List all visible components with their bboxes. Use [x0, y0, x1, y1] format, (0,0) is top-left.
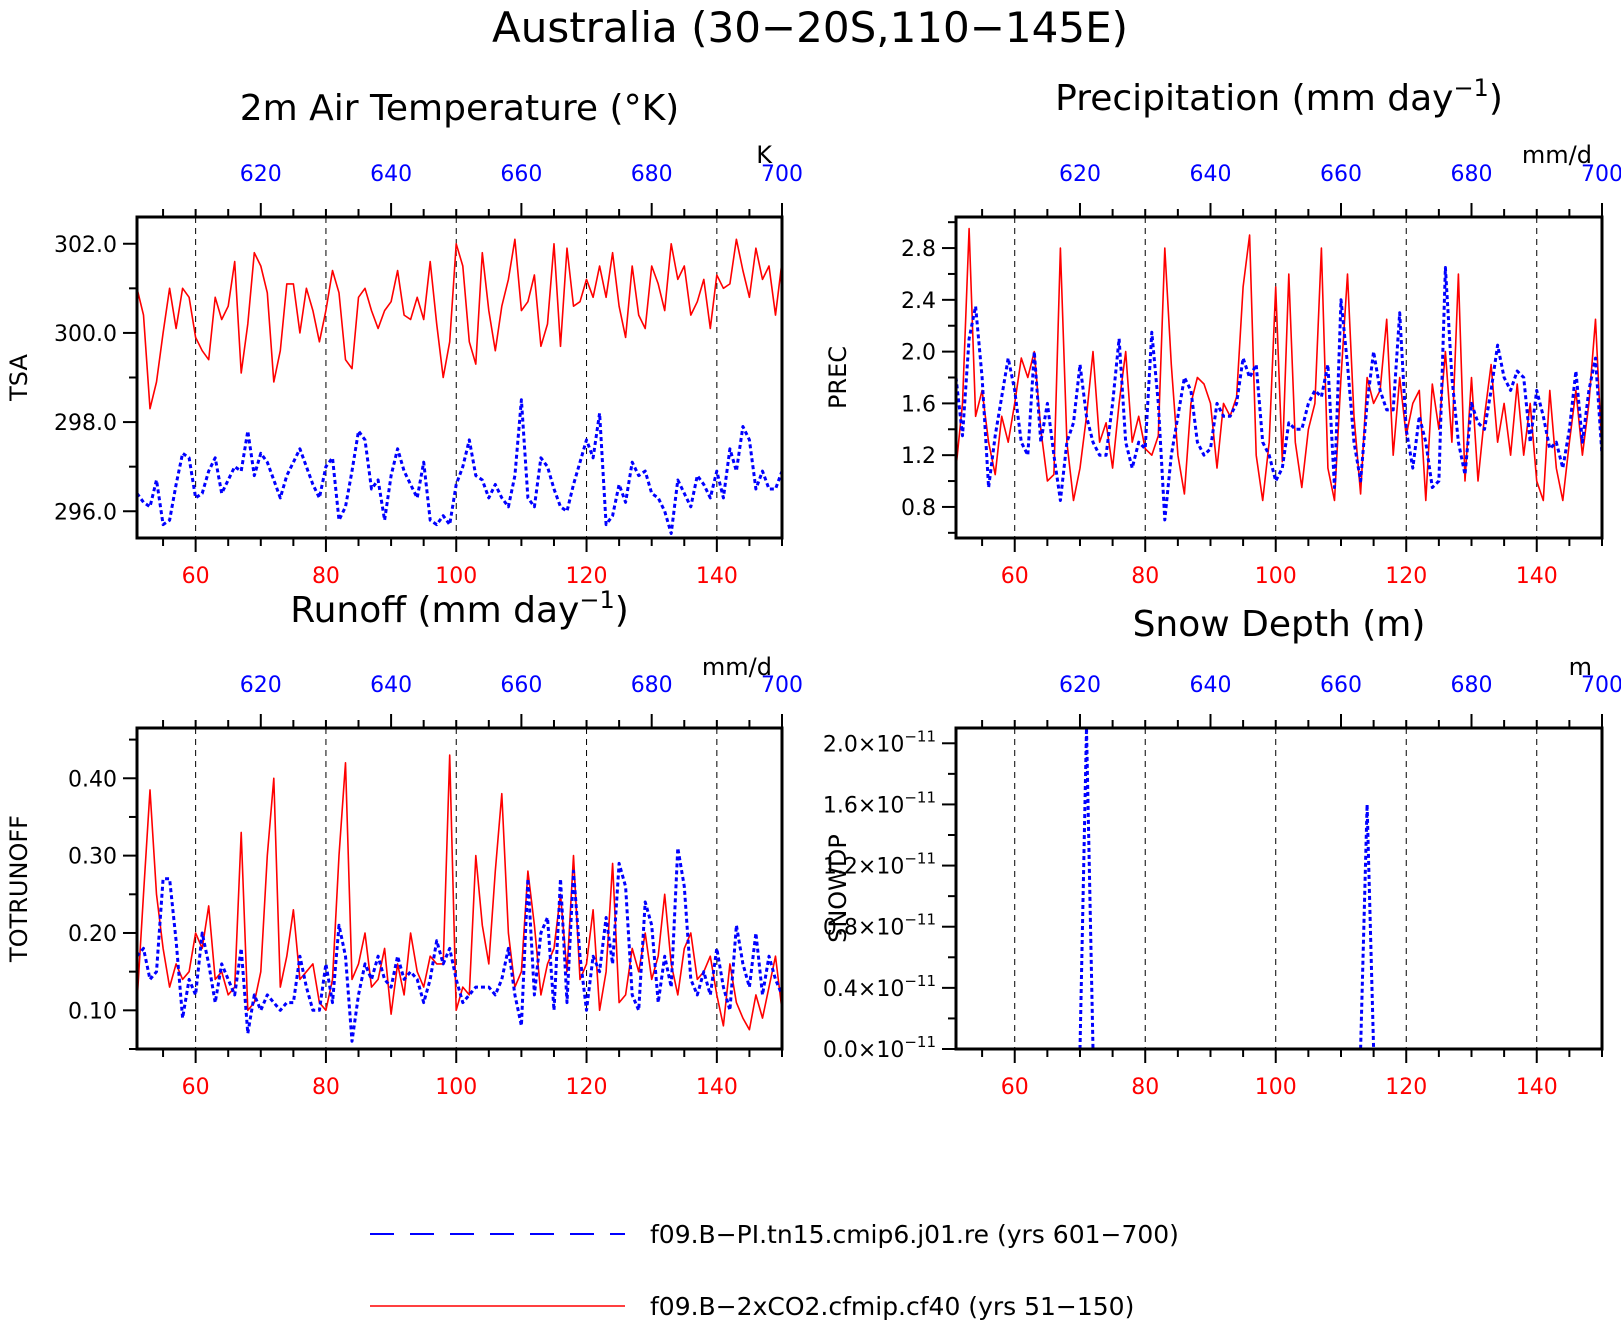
x-tick-label-bottom: 100: [1255, 564, 1297, 589]
x-tick-label-top: 620: [240, 673, 282, 698]
series-case1-line: [1078, 726, 1376, 1051]
y-tick-label: 1.6×10−11: [823, 788, 936, 818]
y-tick-label: 0.40: [68, 767, 117, 792]
y-tick-label: 2.4: [901, 289, 936, 314]
series-case1-line: [135, 398, 784, 535]
y-tick-label: 2.0: [901, 341, 936, 366]
x-tick-label-bottom: 60: [1001, 1075, 1029, 1100]
x-tick-label-top: 620: [1059, 673, 1101, 698]
x-tick-label-top: 640: [1189, 673, 1231, 698]
series-case1-line: [954, 266, 1604, 522]
panel-title: Snow Depth (m): [1133, 604, 1426, 645]
units-label: mm/d: [1522, 141, 1592, 169]
x-tick-label-bottom: 80: [312, 1075, 340, 1100]
panel-temperature: 2m Air Temperature (°K) K TSA 60 80 100 120 140…: [5, 88, 803, 589]
plot-frame: [135, 726, 784, 1051]
y-tick-label: 0.0×10−11: [823, 1033, 936, 1063]
x-tick-label-bottom: 60: [182, 1075, 210, 1100]
x-tick-label-top: 620: [240, 162, 282, 187]
units-label: mm/d: [702, 653, 772, 681]
panel-snow-depth: Snow Depth (m) m SNOWDP 60 80 100 120 140 620 640…: [823, 604, 1621, 1100]
x-tick-label-bottom: 100: [435, 564, 477, 589]
panel-title: Precipitation (mm day−1): [1055, 74, 1503, 119]
legend: f09.B−PI.tn15.cmip6.j01.re (yrs 601−700)…: [370, 1220, 1179, 1321]
x-tick-label-top: 680: [631, 162, 673, 187]
panel-runoff: Runoff (mm day−1) mm/d TOTRUNOFF 60 80 100 120…: [5, 586, 803, 1100]
x-tick-label-top: 640: [1189, 162, 1231, 187]
y-tick-label: 2.8: [901, 237, 936, 262]
y-tick-label: 0.8: [901, 496, 936, 521]
units-label: m: [1569, 653, 1592, 681]
y-tick-label: 0.10: [68, 999, 117, 1024]
y-axis-label: PREC: [824, 346, 852, 409]
y-tick-label: 0.8×10−11: [823, 911, 936, 941]
y-tick-label: 298.0: [54, 411, 117, 436]
x-tick-label-top: 640: [370, 673, 412, 698]
x-tick-label-bottom: 60: [182, 564, 210, 589]
x-tick-label-top: 700: [761, 162, 803, 187]
plot-frame: [954, 726, 1604, 1051]
x-tick-label-bottom: 80: [1131, 1075, 1159, 1100]
panel-precipitation: Precipitation (mm day−1) mm/d PREC 60 80 100 1…: [824, 74, 1621, 589]
x-tick-label-top: 700: [761, 673, 803, 698]
x-tick-label-bottom: 120: [566, 1075, 608, 1100]
series-case2-line: [136, 238, 783, 410]
y-tick-label: 0.30: [68, 845, 117, 870]
x-tick-label-top: 660: [1320, 673, 1362, 698]
series-case2-line: [136, 754, 783, 1031]
y-tick-label: 1.2×10−11: [823, 850, 936, 880]
x-tick-label-top: 680: [631, 673, 673, 698]
y-tick-label: 0.4×10−11: [823, 972, 936, 1002]
panel-title: 2m Air Temperature (°K): [240, 88, 679, 129]
x-tick-label-bottom: 120: [1385, 564, 1427, 589]
y-axis-label: TSA: [5, 354, 33, 402]
y-tick-label: 1.2: [901, 444, 936, 469]
series-case2-line: [955, 227, 1603, 502]
x-tick-label-top: 620: [1059, 162, 1101, 187]
x-tick-label-top: 680: [1450, 162, 1492, 187]
y-tick-label: 2.0×10−11: [823, 727, 936, 757]
x-tick-label-bottom: 140: [1516, 564, 1558, 589]
legend-label-case1: f09.B−PI.tn15.cmip6.j01.re (yrs 601−700): [650, 1220, 1179, 1249]
x-tick-label-bottom: 100: [435, 1075, 477, 1100]
x-tick-label-bottom: 120: [1385, 1075, 1427, 1100]
y-tick-label: 296.0: [54, 500, 117, 525]
x-tick-label-bottom: 140: [1516, 1075, 1558, 1100]
y-tick-label: 1.6: [901, 392, 936, 417]
x-tick-label-top: 700: [1581, 162, 1621, 187]
x-tick-label-bottom: 120: [566, 564, 608, 589]
x-tick-label-bottom: 80: [312, 564, 340, 589]
y-tick-label: 300.0: [54, 322, 117, 347]
x-tick-label-top: 700: [1581, 673, 1621, 698]
x-tick-label-bottom: 60: [1001, 564, 1029, 589]
legend-label-case2: f09.B−2xCO2.cfmip.cf40 (yrs 51−150): [650, 1292, 1134, 1321]
x-tick-label-top: 660: [500, 162, 542, 187]
x-tick-label-top: 680: [1450, 673, 1492, 698]
panel-title: Runoff (mm day−1): [290, 586, 629, 631]
x-tick-label-top: 640: [370, 162, 412, 187]
units-label: K: [756, 141, 773, 169]
x-tick-label-bottom: 140: [696, 564, 738, 589]
y-axis-label: TOTRUNOFF: [5, 815, 33, 963]
x-tick-label-bottom: 140: [696, 1075, 738, 1100]
x-tick-label-top: 660: [500, 673, 542, 698]
x-tick-label-bottom: 80: [1131, 564, 1159, 589]
y-axis-label: SNOWDP: [824, 834, 852, 943]
x-tick-label-top: 660: [1320, 162, 1362, 187]
main-title: Australia (30−20S,110−145E): [492, 3, 1128, 52]
y-tick-label: 302.0: [54, 233, 117, 258]
x-tick-label-bottom: 100: [1255, 1075, 1297, 1100]
y-tick-label: 0.20: [68, 922, 117, 947]
